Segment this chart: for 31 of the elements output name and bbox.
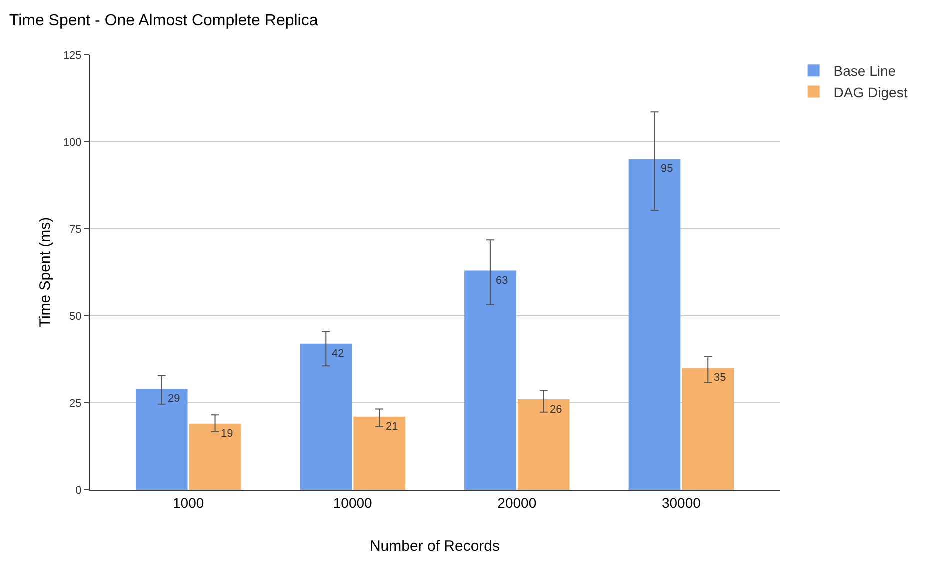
bar	[300, 344, 352, 490]
data-label: 26	[550, 404, 562, 416]
x-tick-label: 1000	[172, 494, 204, 511]
y-tick-label: 100	[63, 136, 82, 149]
x-tick-label: 20000	[498, 494, 537, 511]
data-label: 63	[496, 275, 508, 287]
bar	[628, 159, 681, 490]
bar	[682, 368, 734, 490]
data-label: 42	[332, 348, 344, 360]
data-label: 29	[168, 393, 180, 405]
data-label: 95	[661, 163, 674, 175]
bar	[354, 416, 406, 490]
y-tick-label: 125	[63, 50, 82, 62]
data-label: 35	[714, 372, 726, 384]
bar	[189, 424, 242, 490]
bar	[518, 400, 570, 490]
data-label: 21	[386, 421, 398, 433]
legend-label: DAG Digest	[834, 84, 908, 100]
y-tick-label: 75	[70, 224, 82, 236]
bar	[464, 270, 516, 490]
y-axis-title: Time Spent (ms)	[37, 217, 54, 328]
data-label: 19	[221, 428, 234, 440]
x-axis-title: Number of Records	[370, 538, 500, 555]
chart-title: Time Spent - One Almost Complete Replica	[9, 12, 318, 30]
y-tick-label: 25	[70, 398, 82, 410]
x-tick-label: 10000	[333, 494, 373, 511]
legend-label: Base Line	[834, 63, 896, 80]
y-tick-label: 0	[76, 484, 82, 497]
x-tick-label: 30000	[662, 494, 702, 511]
y-tick-label: 50	[70, 310, 82, 323]
bar	[136, 389, 188, 490]
